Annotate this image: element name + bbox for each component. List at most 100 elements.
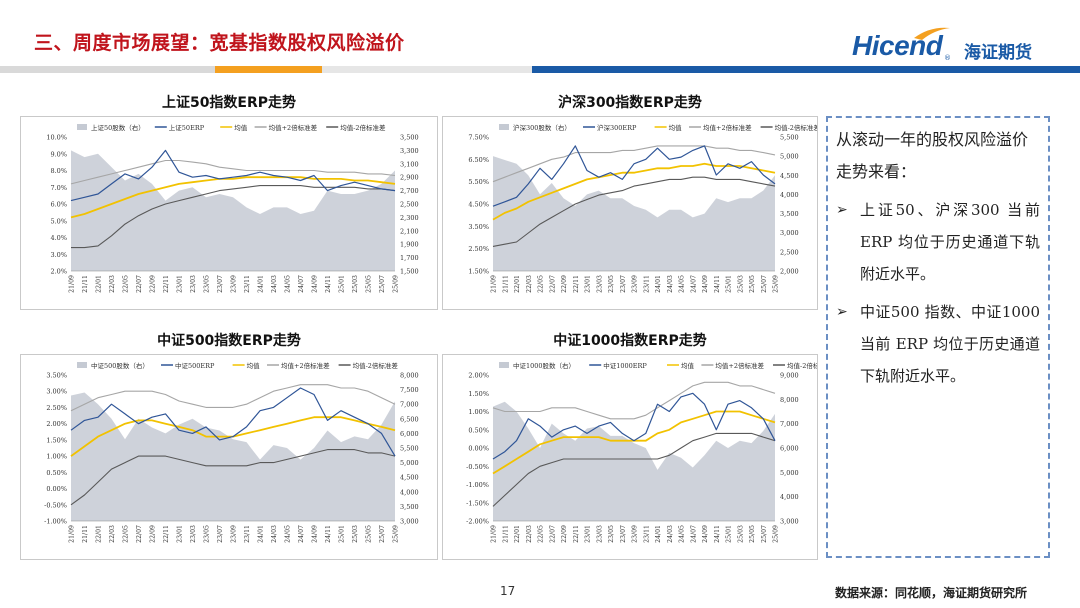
- y-right-tick-label: 4,000: [400, 488, 419, 496]
- x-tick-label: 22/05: [538, 525, 545, 543]
- x-tick-label: 22/07: [136, 275, 143, 293]
- lower-band-line: [71, 185, 396, 249]
- lower-band-line: [492, 176, 776, 247]
- upper-band-line: [492, 381, 776, 420]
- chart-legend: 上证50股数（右） 上证50ERP 均值 均值+2倍标准差 均值-2倍标准差: [77, 123, 386, 132]
- y-left-tick-label: 1.50%: [468, 268, 489, 276]
- legend-label: 均值+2倍标准差: [281, 361, 330, 370]
- x-tick-label: 23/11: [643, 275, 650, 293]
- legend-label: 均值: [681, 361, 695, 370]
- x-tick-label: 24/01: [258, 525, 265, 543]
- y-left-tick-label: 1.50%: [468, 390, 489, 398]
- x-tick-label: 22/11: [163, 525, 170, 543]
- x-tick-label: 22/09: [150, 275, 157, 293]
- x-tick-label: 25/05: [749, 275, 756, 293]
- x-tick-label: 24/05: [285, 275, 292, 293]
- y-left-tick-label: 4.0%: [50, 234, 67, 242]
- x-tick-label: 24/03: [271, 525, 278, 543]
- x-tick-label: 24/11: [714, 525, 721, 543]
- x-tick-label: 22/05: [123, 275, 130, 293]
- x-tick-label: 22/07: [549, 525, 556, 543]
- x-tick-label: 25/03: [352, 275, 359, 293]
- x-tick-label: 24/09: [702, 525, 709, 543]
- x-tick-label: 21/11: [82, 525, 89, 543]
- erp-line: [70, 387, 396, 457]
- data-source: 数据来源：同花顺，海证期货研究所: [835, 586, 1028, 600]
- y-right-tick-label: 5,000: [400, 459, 419, 467]
- x-tick-label: 24/05: [679, 525, 686, 543]
- x-tick-label: 22/03: [526, 275, 533, 293]
- x-tick-label: 24/01: [655, 525, 662, 543]
- y-left-tick-label: -0.50%: [44, 501, 67, 509]
- index-area: [493, 401, 775, 521]
- mean-line: [70, 176, 396, 219]
- x-tick-label: 23/05: [608, 525, 615, 543]
- y-right-tick-label: 4,000: [780, 191, 799, 199]
- chart-title: 中证500指数ERP走势: [157, 333, 301, 349]
- x-tick-label: 24/03: [667, 525, 674, 543]
- x-tick-label: 22/03: [109, 275, 116, 293]
- x-tick-label: 23/07: [620, 525, 627, 543]
- legend-label: 均值-2倍标准差: [340, 123, 386, 132]
- y-left-tick-label: 6.50%: [468, 156, 489, 164]
- x-tick-label: 25/07: [761, 275, 768, 293]
- y-right-tick-label: 3,100: [400, 160, 419, 168]
- y-right-tick-label: 6,000: [400, 430, 419, 438]
- x-tick-label: 23/09: [231, 525, 238, 543]
- legend-label: 均值+2倍标准差: [715, 361, 764, 370]
- logo-swoosh-icon: [914, 27, 950, 40]
- x-tick-label: 23/03: [190, 275, 197, 293]
- index-area: [71, 150, 395, 271]
- y-right-tick-label: 3,300: [400, 147, 419, 155]
- x-tick-label: 21/11: [502, 275, 509, 293]
- x-tick-label: 21/09: [69, 275, 76, 293]
- chart-title: 上证50指数ERP走势: [161, 95, 297, 111]
- x-tick-label: 22/01: [96, 275, 103, 293]
- x-tick-label: 22/03: [526, 525, 533, 543]
- legend-label: 沪深300ERP: [597, 123, 637, 132]
- y-right-tick-label: 4,500: [400, 474, 419, 482]
- legend-swatch: [499, 362, 509, 368]
- y-right-tick-label: 3,500: [780, 210, 799, 218]
- legend-label: 中证500股数（右）: [91, 361, 149, 370]
- chart-csi500-block: 中证500指数ERP走势 中证500股数（右） 中证500ERP 均值 均值+2倍标准…: [20, 330, 438, 562]
- commentary-item: ➢ 中证500 指数、中证1000当前 ERP 均位于历史通道下轨附近水平。: [836, 296, 1040, 392]
- x-tick-label: 23/07: [217, 525, 224, 543]
- y-right-tick-label: 2,500: [400, 201, 419, 209]
- erp-line: [492, 392, 776, 460]
- y-left-tick-label: -1.00%: [466, 481, 489, 489]
- y-left-tick-label: 1.00%: [468, 408, 489, 416]
- x-tick-label: 22/05: [123, 525, 130, 543]
- y-right-tick-label: 4,500: [780, 172, 799, 180]
- x-tick-label: 22/05: [538, 275, 545, 293]
- legend-label: 均值+2倍标准差: [703, 123, 752, 132]
- x-tick-label: 24/03: [271, 275, 278, 293]
- chart-frame: 上证50股数（右） 上证50ERP 均值 均值+2倍标准差 均值-2倍标准差 10.0% 9…: [20, 116, 438, 310]
- x-tick-label: 22/07: [136, 525, 143, 543]
- x-tick-label: 23/07: [620, 275, 627, 293]
- y-left-tick-label: 8.0%: [50, 167, 67, 175]
- logo-chinese-name: 海证期货: [964, 43, 1032, 63]
- x-tick-label: 24/07: [298, 275, 305, 293]
- legend-label: 均值-2倍标准差: [775, 123, 817, 132]
- x-tick-label: 25/03: [737, 275, 744, 293]
- x-tick-label: 22/01: [514, 275, 521, 293]
- y-left-tick-label: 2.50%: [46, 404, 67, 412]
- x-tick-label: 22/11: [573, 525, 580, 543]
- y-left-tick-label: 9.0%: [50, 150, 67, 158]
- x-tick-label: 22/11: [573, 275, 580, 293]
- x-tick-label: 23/11: [643, 525, 650, 543]
- y-right-tick-label: 3,000: [400, 518, 419, 526]
- y-left-tick-label: 2.00%: [46, 420, 67, 428]
- x-tick-label: 25/09: [393, 275, 400, 293]
- upper-band-line: [492, 145, 776, 183]
- x-tick-label: 23/09: [231, 275, 238, 293]
- header-divider-light: [322, 66, 532, 73]
- y-left-tick-label: 0.50%: [468, 426, 489, 434]
- x-tick-label: 24/03: [667, 275, 674, 293]
- upper-band-line: [70, 384, 396, 412]
- erp-line: [492, 145, 776, 207]
- y-right-tick-label: 5,000: [780, 469, 799, 477]
- upper-band-line: [70, 159, 396, 185]
- y-left-tick-label: 2.0%: [50, 268, 67, 276]
